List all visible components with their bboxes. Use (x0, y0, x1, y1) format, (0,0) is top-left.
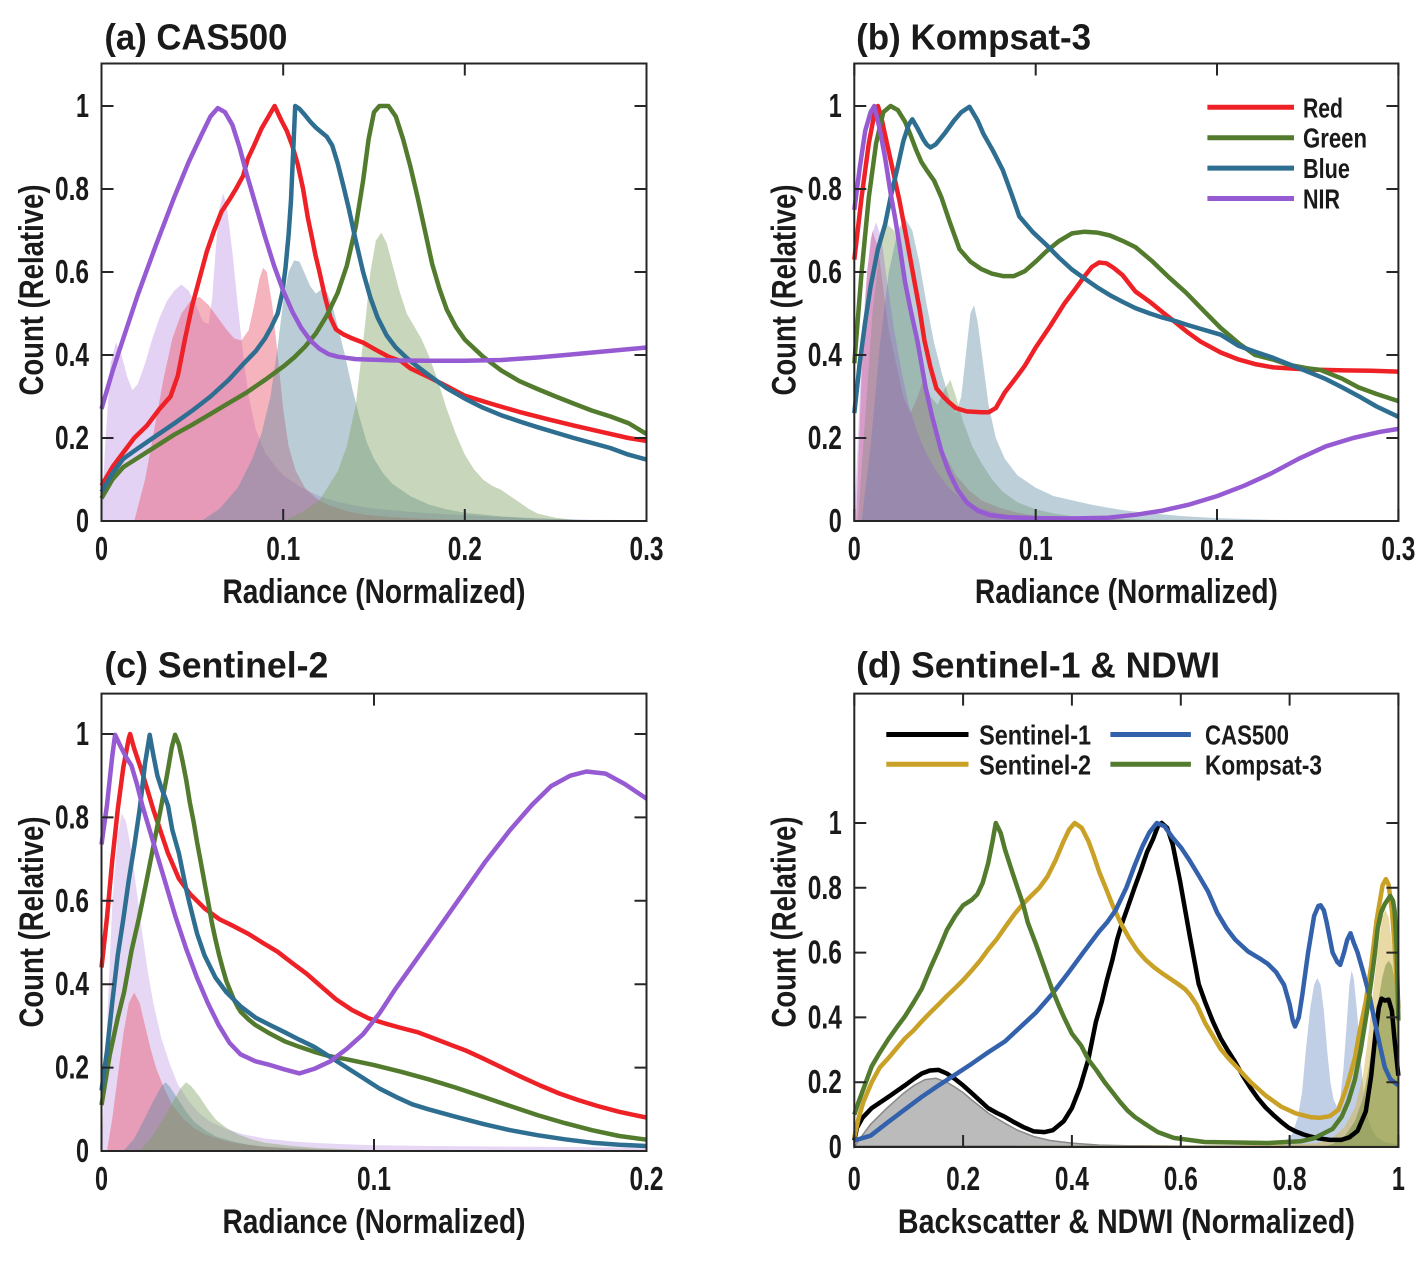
svg-text:Green: Green (1303, 123, 1367, 154)
svg-text:0.6: 0.6 (808, 934, 842, 971)
svg-text:(c) Sentinel-2: (c) Sentinel-2 (104, 645, 328, 686)
svg-text:0.4: 0.4 (55, 965, 89, 1002)
svg-text:1: 1 (1392, 1160, 1405, 1197)
svg-text:0.2: 0.2 (55, 419, 89, 456)
svg-text:Count (Relative): Count (Relative) (766, 817, 804, 1028)
svg-text:0: 0 (829, 1128, 842, 1165)
svg-text:Radiance (Normalized): Radiance (Normalized) (223, 573, 526, 611)
svg-text:(b) Kompsat-3: (b) Kompsat-3 (856, 16, 1091, 57)
svg-text:NIR: NIR (1303, 184, 1340, 215)
svg-text:0: 0 (76, 1132, 89, 1169)
svg-text:1: 1 (829, 804, 842, 841)
svg-text:1: 1 (76, 715, 89, 752)
svg-text:0.8: 0.8 (808, 170, 842, 207)
svg-text:0: 0 (848, 1160, 861, 1197)
svg-text:Count (Relative): Count (Relative) (13, 817, 51, 1028)
svg-text:Sentinel-1: Sentinel-1 (979, 720, 1091, 751)
svg-text:0: 0 (848, 530, 861, 567)
svg-text:0.4: 0.4 (55, 336, 89, 373)
svg-text:0.6: 0.6 (808, 253, 842, 290)
svg-text:0.1: 0.1 (357, 1160, 391, 1197)
svg-text:0.8: 0.8 (1273, 1160, 1307, 1197)
svg-text:0.4: 0.4 (808, 336, 842, 373)
svg-text:0.2: 0.2 (630, 1160, 664, 1197)
svg-text:Count (Relative): Count (Relative) (766, 185, 804, 396)
svg-text:Radiance (Normalized): Radiance (Normalized) (223, 1203, 526, 1241)
svg-text:Blue: Blue (1303, 153, 1350, 184)
svg-text:0.6: 0.6 (55, 882, 89, 919)
svg-text:0.1: 0.1 (266, 530, 300, 567)
svg-text:0.1: 0.1 (1019, 530, 1053, 567)
svg-text:0: 0 (95, 530, 108, 567)
svg-text:0: 0 (829, 502, 842, 539)
svg-text:0.2: 0.2 (808, 1063, 842, 1100)
svg-text:0.2: 0.2 (1200, 530, 1234, 567)
svg-text:0.6: 0.6 (1164, 1160, 1198, 1197)
svg-text:Sentinel-2: Sentinel-2 (979, 749, 1091, 780)
svg-text:0: 0 (95, 1160, 108, 1197)
svg-text:Kompsat-3: Kompsat-3 (1205, 749, 1322, 780)
svg-text:Radiance (Normalized): Radiance (Normalized) (975, 573, 1278, 611)
svg-text:0.3: 0.3 (1381, 530, 1415, 567)
svg-text:Red: Red (1303, 92, 1343, 123)
svg-text:0: 0 (76, 502, 89, 539)
svg-text:0.8: 0.8 (808, 869, 842, 906)
svg-text:0.2: 0.2 (55, 1049, 89, 1086)
svg-text:0.8: 0.8 (55, 798, 89, 835)
svg-text:0.8: 0.8 (55, 170, 89, 207)
svg-text:1: 1 (829, 87, 842, 124)
svg-text:0.6: 0.6 (55, 253, 89, 290)
svg-text:Count (Relative): Count (Relative) (13, 185, 51, 396)
svg-text:Backscatter & NDWI (Normalized: Backscatter & NDWI (Normalized) (898, 1203, 1355, 1241)
svg-text:0.2: 0.2 (808, 419, 842, 456)
svg-text:0.2: 0.2 (448, 530, 482, 567)
svg-text:1: 1 (76, 87, 89, 124)
svg-text:0.3: 0.3 (630, 530, 664, 567)
svg-text:CAS500: CAS500 (1205, 720, 1289, 751)
svg-text:0.4: 0.4 (808, 998, 842, 1035)
svg-text:(d) Sentinel-1 & NDWI: (d) Sentinel-1 & NDWI (856, 645, 1220, 686)
svg-text:(a) CAS500: (a) CAS500 (104, 16, 287, 57)
svg-text:0.2: 0.2 (946, 1160, 980, 1197)
svg-text:0.4: 0.4 (1055, 1160, 1089, 1197)
